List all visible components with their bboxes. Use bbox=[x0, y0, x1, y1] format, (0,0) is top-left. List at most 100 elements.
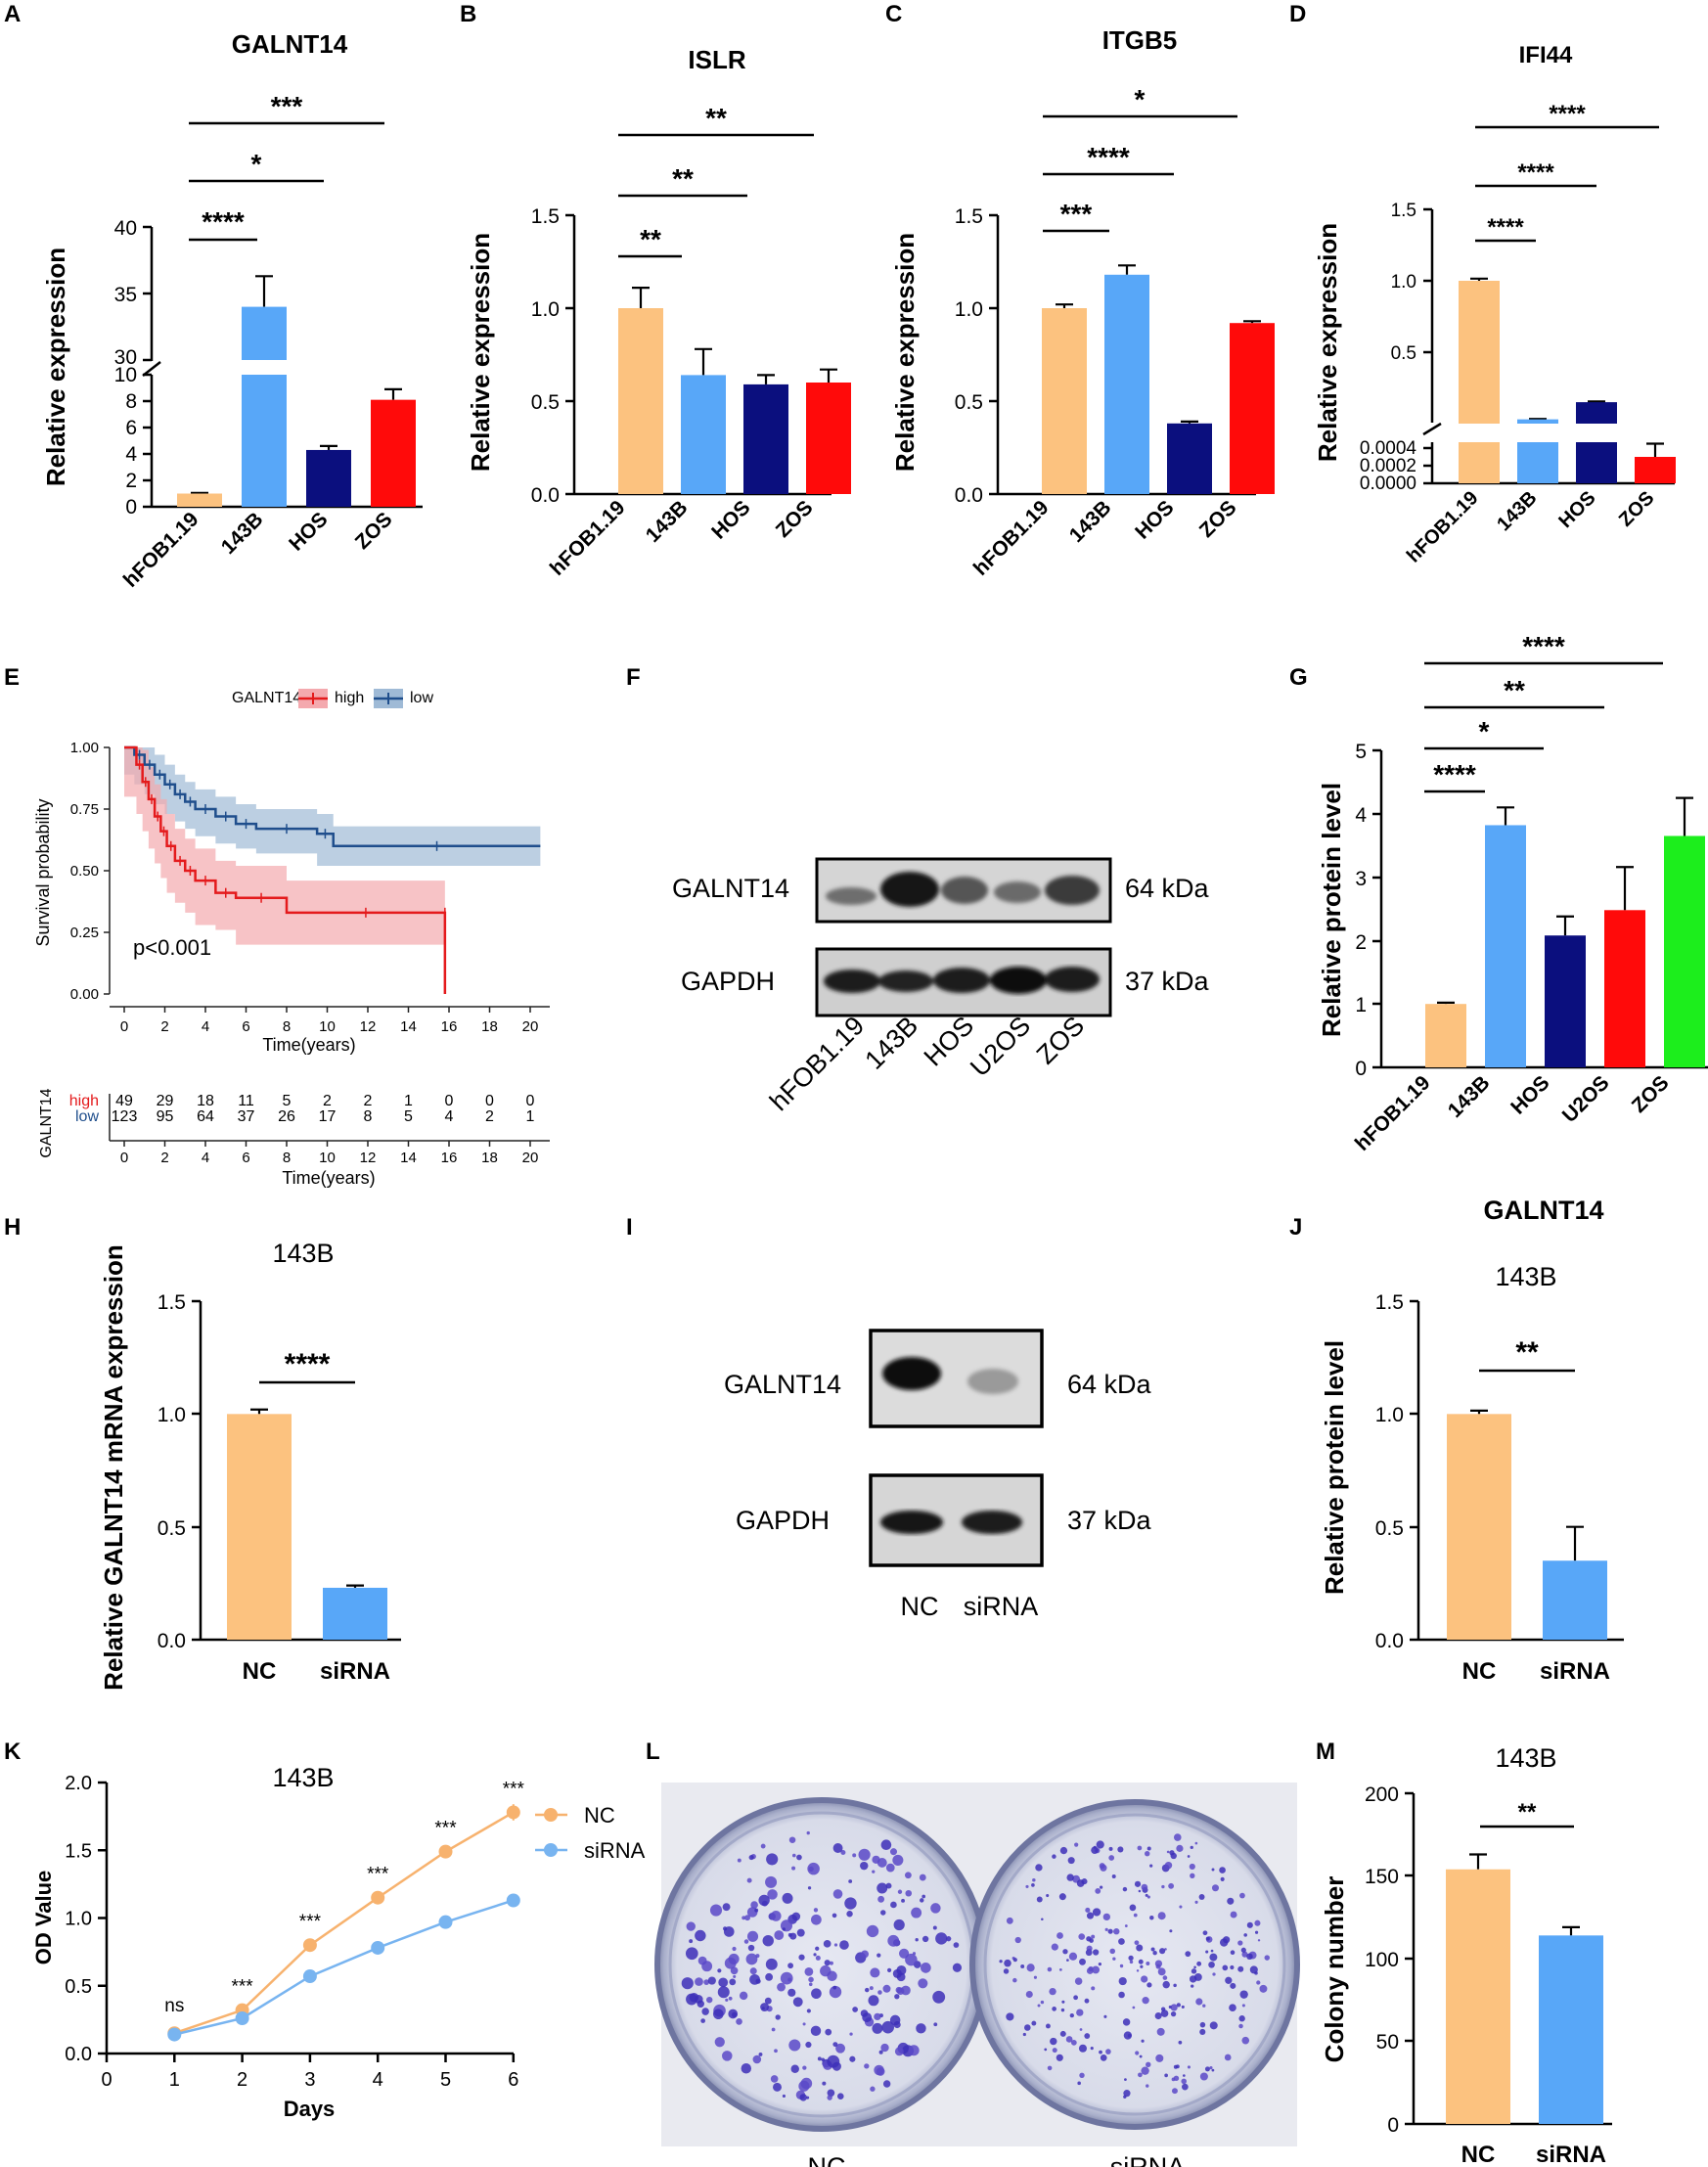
panel-c-xtick: HOS bbox=[1131, 496, 1178, 543]
panel-a-bars bbox=[177, 275, 416, 507]
bar-hFOB1.19-upper bbox=[1459, 281, 1500, 424]
colony-sirna bbox=[1090, 2047, 1094, 2051]
colony-sirna bbox=[1093, 1949, 1100, 1956]
colony-sirna bbox=[1162, 1980, 1170, 1989]
colony-nc bbox=[849, 2032, 853, 2036]
colony-sirna bbox=[1138, 1959, 1144, 1964]
colony-sirna bbox=[1049, 1987, 1056, 1996]
risk-count: 11 bbox=[238, 1093, 254, 1109]
colony-nc bbox=[837, 2093, 844, 2099]
colony-nc bbox=[946, 1936, 952, 1942]
panel-c-xtick: ZOS bbox=[1195, 496, 1241, 542]
k-point-siRNA bbox=[506, 1893, 520, 1908]
colony-sirna bbox=[1157, 1967, 1166, 1976]
colony-sirna bbox=[1240, 1947, 1246, 1953]
panel-g-ytick: 1 bbox=[1355, 994, 1367, 1016]
bar-HOS bbox=[1167, 423, 1212, 494]
colony-sirna bbox=[1096, 1840, 1104, 1849]
bar-HOS bbox=[306, 449, 351, 507]
panel-c-ytick: 1.0 bbox=[955, 298, 983, 321]
k-annotation: *** bbox=[299, 1912, 322, 1932]
panel-a-ylabel: Relative expression bbox=[41, 248, 70, 486]
colony-nc bbox=[728, 1996, 733, 2001]
panel-j-subtitle: 143B bbox=[1495, 1262, 1556, 1291]
k-point-NC bbox=[371, 1890, 385, 1905]
colony-nc bbox=[777, 1982, 786, 1992]
colony-nc bbox=[870, 1967, 880, 1978]
panel-a-xlabels: hFOB1.19 143B HOS ZOS bbox=[119, 508, 397, 592]
colony-sirna bbox=[1194, 1900, 1198, 1904]
colony-sirna bbox=[1173, 1833, 1182, 1841]
colony-nc bbox=[802, 2065, 807, 2070]
colony-sirna bbox=[1102, 1913, 1110, 1921]
panel-f-blot: GALNT14 GAPDH 64 kDa 37 kDa hFOB1.19 143… bbox=[672, 857, 1210, 1116]
colony-nc bbox=[905, 1953, 918, 1966]
colony-sirna bbox=[1196, 1961, 1202, 1966]
colony-sirna bbox=[1113, 1928, 1120, 1935]
panel-i-bands-galnt14 bbox=[882, 1357, 1018, 1394]
colony-sirna bbox=[1146, 2061, 1151, 2068]
k-xtick-label: 6 bbox=[508, 2069, 518, 2091]
colony-sirna bbox=[1136, 1969, 1140, 1972]
colony-nc bbox=[823, 1939, 832, 1948]
colony-nc bbox=[744, 1915, 750, 1921]
colony-nc bbox=[728, 1953, 740, 1964]
colony-sirna bbox=[1033, 1975, 1038, 1979]
colony-nc bbox=[780, 1971, 793, 1985]
panel-c-ylabel: Relative expression bbox=[890, 233, 920, 472]
colony-sirna bbox=[1092, 1965, 1101, 1974]
panel-h-chart: 143B Relative GALNT14 mRNA expression 1.… bbox=[99, 1239, 401, 1691]
panel-g-ytick: 0 bbox=[1355, 1058, 1367, 1080]
colony-nc bbox=[810, 2025, 822, 2037]
panel-j-xlabels: NC siRNA bbox=[1462, 1658, 1610, 1685]
panel-m-chart: 143B Colony number 200 150 100 50 0 NC s… bbox=[1320, 1743, 1612, 2167]
bar-HOS-upper bbox=[1576, 402, 1617, 424]
colony-sirna bbox=[1128, 1955, 1134, 1961]
colony-sirna bbox=[1224, 2054, 1232, 2061]
colony-nc bbox=[701, 2008, 709, 2015]
colony-nc bbox=[806, 2096, 810, 2099]
colony-sirna bbox=[1088, 1948, 1092, 1953]
risk-count: 26 bbox=[278, 1108, 295, 1125]
km-high-band bbox=[124, 747, 445, 945]
panel-g-chart: Relative protein level 5 4 3 2 1 0 hFOB1… bbox=[1317, 631, 1708, 1155]
panel-c-ytick: 0.0 bbox=[955, 484, 983, 507]
panel-e-legend-title: GALNT14 bbox=[232, 690, 301, 706]
colony-sirna bbox=[1108, 1855, 1115, 1861]
colony-sirna bbox=[1046, 1893, 1050, 1898]
colony-nc bbox=[717, 1986, 730, 1999]
colony-sirna bbox=[1155, 2054, 1164, 2062]
colony-nc bbox=[919, 1874, 926, 1881]
panel-j-sig-label: ** bbox=[1515, 1336, 1539, 1369]
panel-c-sig-label: *** bbox=[1060, 199, 1093, 229]
colony-sirna bbox=[1138, 1889, 1142, 1893]
colony-sirna bbox=[1123, 2031, 1133, 2040]
panel-d-sig-label: **** bbox=[1487, 214, 1524, 241]
panel-m-ytick: 150 bbox=[1365, 1866, 1399, 1888]
colony-sirna bbox=[1073, 1995, 1079, 2001]
colony-nc bbox=[858, 1848, 871, 1861]
panel-label-f: F bbox=[626, 664, 641, 691]
colony-nc bbox=[788, 1836, 796, 1844]
panel-l-colonies bbox=[681, 1830, 1270, 2101]
panel-b-ylabel: Relative expression bbox=[466, 233, 495, 472]
colony-nc bbox=[829, 1985, 842, 1999]
colony-nc bbox=[804, 1966, 814, 1976]
colony-sirna bbox=[1181, 2005, 1185, 2009]
colony-sirna bbox=[1146, 1982, 1152, 1988]
colony-sirna bbox=[1160, 2009, 1169, 2017]
panel-e-yticks: 0.00 0.25 0.50 0.75 1.00 bbox=[70, 740, 110, 1003]
colony-nc bbox=[832, 1889, 843, 1899]
panel-h-ytick: 0.5 bbox=[157, 1517, 186, 1540]
panel-e-ylabel: Survival probability bbox=[33, 798, 53, 946]
panel-g-xtick: U2OS bbox=[1558, 1071, 1614, 1127]
colony-sirna bbox=[1084, 2033, 1091, 2039]
colony-sirna bbox=[1176, 2003, 1181, 2008]
colony-nc bbox=[718, 1977, 729, 1988]
colony-sirna bbox=[1170, 2010, 1177, 2017]
colony-sirna bbox=[1191, 1984, 1194, 1988]
colony-sirna bbox=[1059, 1846, 1068, 1855]
colony-nc bbox=[760, 2003, 770, 2012]
bar-hFOB1.19 bbox=[1425, 1004, 1466, 1067]
colony-sirna bbox=[1187, 2065, 1191, 2069]
